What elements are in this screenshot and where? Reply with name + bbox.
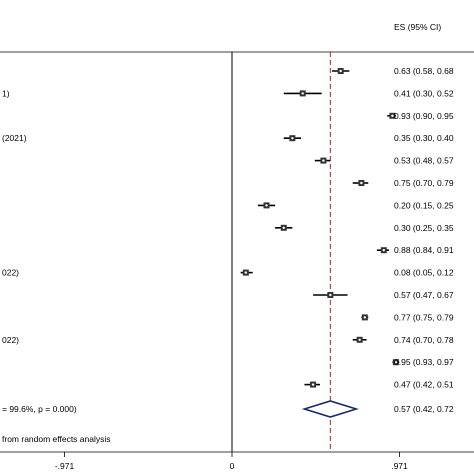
- study-row: (2021) 0.35 (0.30, 0.40: [2, 133, 454, 143]
- es-ci-value: 0.35 (0.30, 0.40: [394, 133, 454, 143]
- study-row: 0.77 (0.75, 0.79: [361, 312, 454, 322]
- effect-size-dot: [339, 69, 342, 73]
- effect-size-dot: [360, 181, 363, 185]
- es-ci-value: 0.47 (0.42, 0.51: [394, 380, 454, 390]
- effect-size-dot: [282, 226, 285, 229]
- study-row: 0.75 (0.70, 0.79: [352, 178, 454, 188]
- es-ci-value: 0.30 (0.25, 0.35: [394, 223, 454, 233]
- x-axis-ticks: -.971 0 .971: [55, 452, 408, 471]
- study-label: 022): [2, 268, 19, 278]
- es-ci-value: 0.63 (0.58, 0.68: [394, 66, 454, 76]
- study-row: 0.88 (0.84, 0.91: [376, 245, 454, 255]
- effect-size-dot: [363, 316, 367, 319]
- study-label: (2021): [2, 133, 27, 143]
- effect-size-dot: [391, 114, 394, 118]
- overall-row: = 99.6%, p = 0.000) 0.57 (0.42, 0.72: [2, 400, 454, 418]
- effect-size-dot: [322, 159, 325, 162]
- effect-size-dot: [311, 383, 315, 386]
- effect-size-dot: [301, 92, 304, 95]
- study-row: 0.53 (0.48, 0.57: [314, 156, 454, 166]
- x-tick-label: 0: [230, 461, 235, 471]
- overall-diamond: [301, 400, 359, 418]
- study-row: 0.95 (0.93, 0.97: [392, 357, 454, 367]
- es-ci-value: 0.93 (0.90, 0.95: [394, 111, 454, 121]
- es-ci-value: 0.53 (0.48, 0.57: [394, 156, 454, 166]
- random-effects-note: from random effects analysis: [2, 434, 111, 444]
- study-row: 0.93 (0.90, 0.95: [387, 111, 454, 121]
- effect-size-dot: [394, 361, 398, 364]
- es-ci-value: 0.08 (0.05, 0.12: [394, 268, 454, 278]
- effect-size-dot: [358, 338, 361, 341]
- es-ci-value: 0.20 (0.15, 0.25: [394, 200, 454, 210]
- es-ci-value: 0.75 (0.70, 0.79: [394, 178, 454, 188]
- effect-size-dot: [329, 293, 332, 297]
- study-row: 1) 0.41 (0.30, 0.52: [2, 88, 454, 98]
- es-ci-header: ES (95% CI): [394, 22, 441, 32]
- x-tick-label: .971: [391, 461, 408, 471]
- effect-size-dot: [291, 137, 294, 140]
- es-ci-value: 0.77 (0.75, 0.79: [394, 312, 454, 322]
- es-ci-value: 0.41 (0.30, 0.52: [394, 88, 454, 98]
- overall-es-ci-value: 0.57 (0.42, 0.72: [394, 404, 454, 414]
- study-row: 0.20 (0.15, 0.25: [257, 200, 454, 210]
- overall-label: = 99.6%, p = 0.000): [2, 404, 77, 414]
- study-row: 0.57 (0.47, 0.67: [313, 290, 454, 300]
- effect-size-dot: [244, 271, 247, 274]
- x-tick-label: -.971: [55, 461, 75, 471]
- study-rows: 0.63 (0.58, 0.68 1) 0.41 (0.30, 0.52 0.93 (…: [2, 66, 454, 390]
- es-ci-value: 0.88 (0.84, 0.91: [394, 245, 454, 255]
- es-ci-value: 0.95 (0.93, 0.97: [394, 357, 454, 367]
- study-label: 022): [2, 335, 19, 345]
- effect-size-dot: [265, 204, 268, 207]
- study-row: 0.47 (0.42, 0.51: [304, 380, 454, 390]
- study-label: 1): [2, 88, 10, 98]
- es-ci-value: 0.74 (0.70, 0.78: [394, 335, 454, 345]
- study-row: 022) 0.74 (0.70, 0.78: [2, 335, 454, 345]
- es-ci-value: 0.57 (0.47, 0.67: [394, 290, 454, 300]
- study-row: 0.63 (0.58, 0.68: [332, 66, 454, 76]
- effect-size-dot: [382, 249, 385, 252]
- study-row: 0.30 (0.25, 0.35: [275, 223, 454, 233]
- study-row: 022) 0.08 (0.05, 0.12: [2, 268, 454, 278]
